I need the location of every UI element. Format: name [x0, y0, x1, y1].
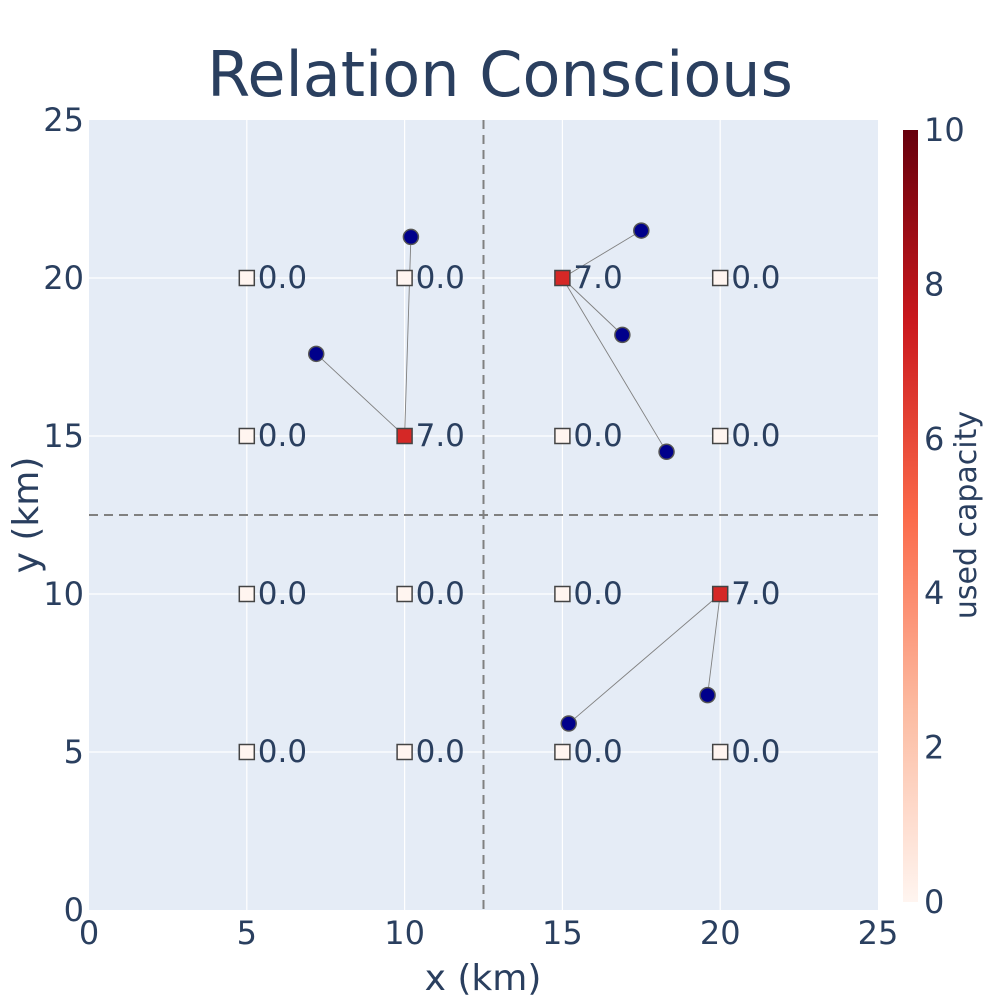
quadrant-dividers: [89, 120, 878, 910]
y-tick-label: 20: [43, 259, 84, 297]
colorbar-tick-label: 6: [924, 420, 944, 458]
facility-marker: [711, 427, 729, 445]
facility-capacity-label: 0.0: [258, 418, 307, 454]
y-tick-label: 15: [43, 417, 84, 455]
facility-marker: [396, 427, 413, 445]
x-tick-label: 0: [79, 914, 99, 952]
chart-title: Relation Conscious: [207, 38, 793, 111]
facilities: 0.0 0.0 7.0 0.0 0.0 7.0 0.0 0.0 0.0 0.0 0.0 7.0 0.0 0…: [238, 260, 781, 770]
colorbar-tick-label: 10: [924, 111, 965, 149]
assignment-links: [315, 230, 721, 724]
customer-point: [560, 715, 577, 732]
facility-marker: [554, 269, 571, 287]
facility-marker: [554, 585, 571, 603]
assignment-link: [562, 277, 667, 453]
y-tick-label: 0: [64, 891, 84, 929]
facility-capacity-label: 0.0: [573, 734, 622, 770]
y-axis-label: y (km): [6, 457, 47, 574]
customer-point: [699, 686, 716, 704]
assignment-link: [315, 353, 405, 437]
colorbar-ticks: 0 2 4 6 8 10: [924, 111, 965, 921]
x-axis-label: x (km): [425, 958, 542, 999]
facility-capacity-label: 0.0: [731, 734, 780, 770]
x-tick-label: 10: [384, 914, 425, 952]
facility-marker: [396, 743, 413, 761]
facility-marker: [554, 743, 571, 761]
facility-capacity-label: 7.0: [573, 260, 622, 296]
facility-marker: [396, 269, 413, 287]
facility-capacity-label: 0.0: [258, 576, 307, 612]
customer-point: [658, 443, 675, 461]
colorbar-tick-label: 2: [924, 729, 944, 767]
facility-marker: [554, 427, 571, 445]
facility-marker: [238, 743, 256, 761]
customer-point: [614, 326, 631, 344]
x-tick-label: 20: [700, 914, 741, 952]
colorbar-tick-label: 8: [924, 265, 944, 303]
customers: [307, 222, 716, 732]
customer-point: [402, 228, 420, 246]
facility-marker: [238, 269, 256, 287]
facility-capacity-label: 0.0: [573, 418, 622, 454]
facility-marker: [238, 585, 256, 603]
x-tick-label: 25: [858, 914, 899, 952]
facility-marker: [396, 585, 413, 603]
facility-marker: [238, 427, 256, 445]
y-tick-label: 25: [43, 101, 84, 139]
assignment-link: [707, 593, 721, 696]
customer-point: [633, 222, 650, 239]
facility-capacity-label: 0.0: [416, 734, 465, 770]
facility-capacity-label: 0.0: [731, 418, 780, 454]
colorbar-label: used capacity: [949, 411, 984, 619]
colorbar: [903, 130, 918, 902]
colorbar-tick-label: 4: [924, 574, 944, 612]
y-axis-ticks: 0 5 10 15 20 25: [43, 101, 84, 929]
facility-marker: [711, 743, 729, 761]
assignment-link: [568, 593, 721, 724]
customer-point: [307, 345, 325, 363]
assignment-link: [562, 277, 623, 336]
facility-capacity-label: 0.0: [258, 734, 307, 770]
facility-marker: [711, 269, 729, 287]
x-axis-ticks: 0 5 10 15 20 25: [79, 914, 899, 952]
y-tick-label: 5: [64, 733, 84, 771]
y-tick-label: 10: [43, 575, 84, 613]
facility-capacity-label: 0.0: [416, 260, 465, 296]
facility-capacity-label: 0.0: [416, 576, 465, 612]
facility-capacity-label: 0.0: [573, 576, 622, 612]
facility-marker: [711, 585, 729, 603]
colorbar-tick-label: 0: [924, 883, 944, 921]
facility-capacity-label: 0.0: [731, 260, 780, 296]
assignment-link: [562, 230, 642, 279]
x-tick-label: 5: [237, 914, 257, 952]
facility-capacity-label: 7.0: [416, 418, 465, 454]
facility-capacity-label: 7.0: [731, 576, 780, 612]
facility-capacity-label: 0.0: [258, 260, 307, 296]
x-tick-label: 15: [542, 914, 583, 952]
